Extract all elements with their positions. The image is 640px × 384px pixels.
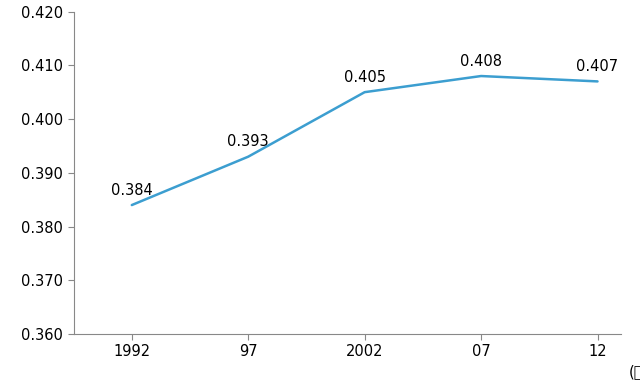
Text: 0.405: 0.405 [344,70,386,84]
Text: 0.384: 0.384 [111,182,153,197]
Text: 0.408: 0.408 [460,53,502,68]
Text: 0.393: 0.393 [227,134,269,149]
Text: 0.407: 0.407 [577,59,619,74]
Text: (年): (年) [629,365,640,380]
